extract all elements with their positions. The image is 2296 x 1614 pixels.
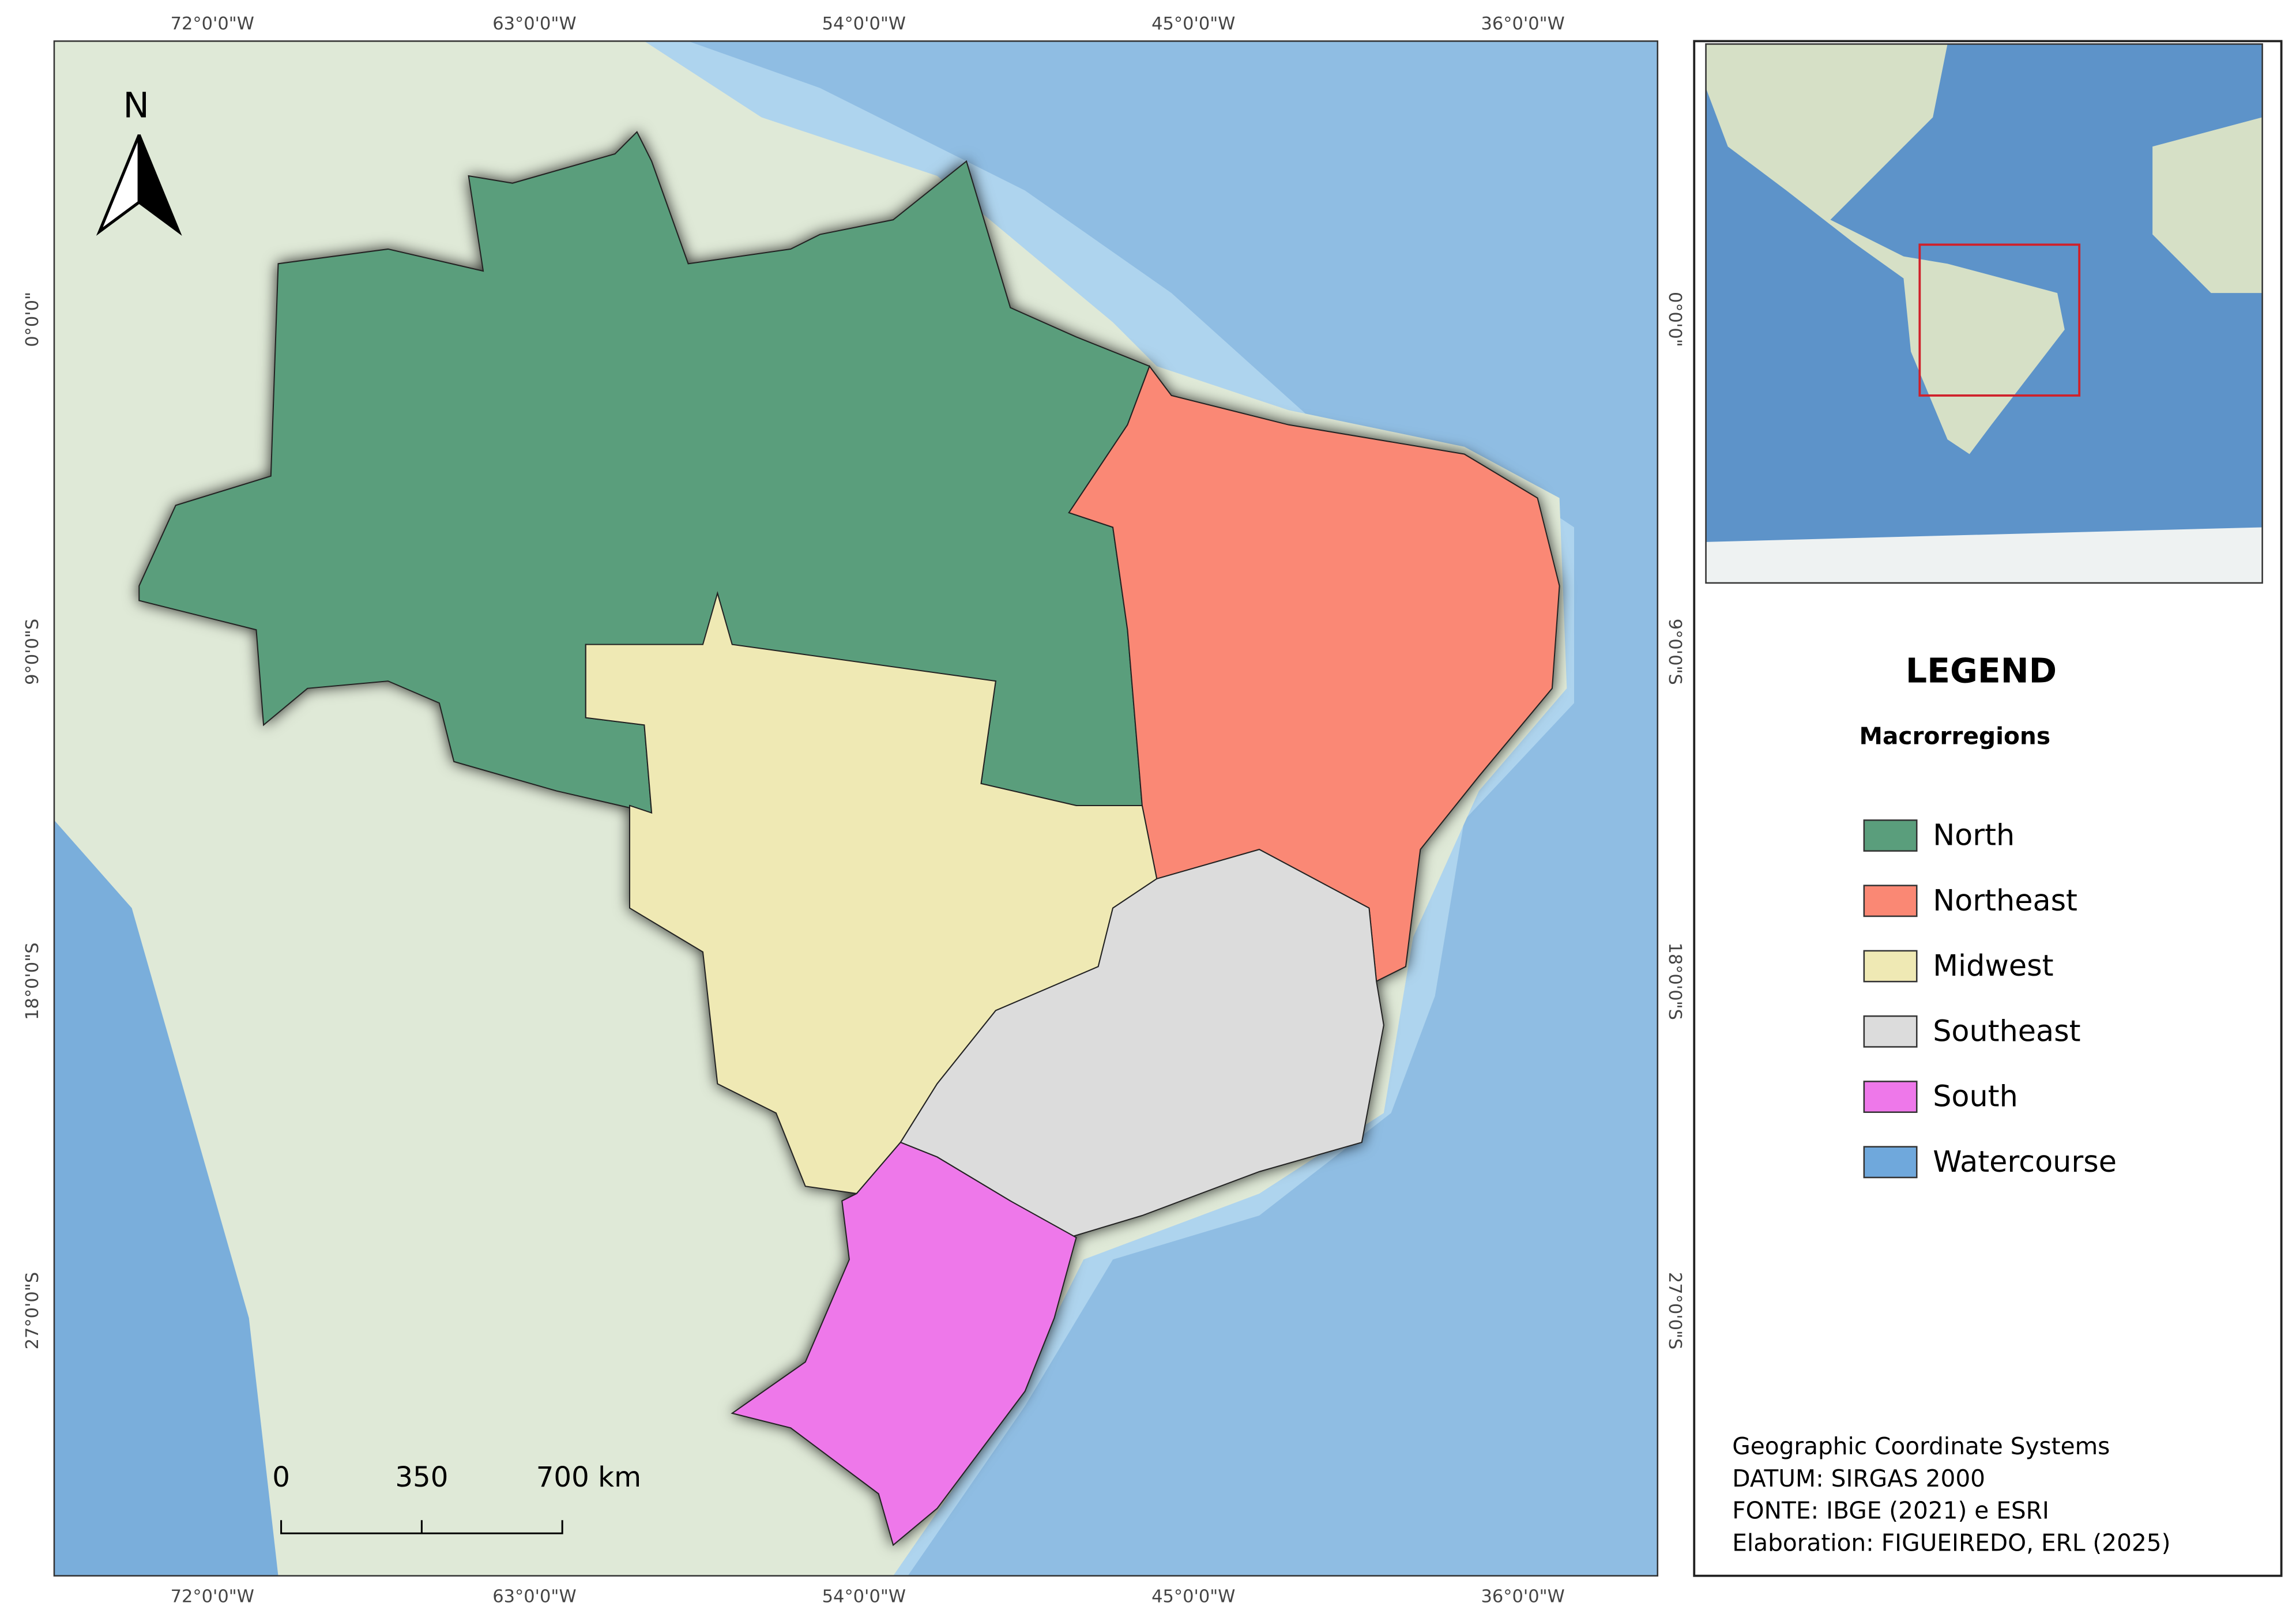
inset-map (1705, 43, 2263, 584)
scale-bar (280, 1520, 563, 1534)
scale-label: 350 (395, 1461, 448, 1493)
scale-label: 700 km (536, 1461, 641, 1493)
inset-frame (1705, 43, 2263, 584)
legend-label: Watercourse (1933, 1145, 2117, 1179)
legend-frame (1693, 40, 2283, 1577)
longitude-label: 63°0'0"W (492, 1586, 576, 1607)
legend-items: North Northeast Midwest Southeast South Water… (1863, 818, 2117, 1179)
legend-swatch (1863, 1081, 1918, 1113)
inset-africa (2152, 117, 2263, 294)
latitude-label: 18°0'0"S (22, 942, 43, 1020)
credits: Geographic Coordinate Systems DATUM: SIRG… (1732, 1432, 2170, 1557)
legend-label: South (1933, 1079, 2018, 1113)
latitude-label: 0°0'0" (1665, 292, 1685, 347)
legend-label: Northeast (1933, 883, 2077, 917)
region-northeast (1068, 365, 1560, 983)
longitude-label: 72°0'0"W (171, 1586, 254, 1607)
legend-label: Southeast (1933, 1014, 2080, 1048)
longitude-label: 72°0'0"W (171, 14, 254, 34)
credit-line: DATUM: SIRGAS 2000 (1732, 1465, 1985, 1492)
legend-swatch (1863, 1015, 1918, 1048)
longitude-label: 54°0'0"W (822, 1586, 906, 1607)
north-label: N (123, 85, 149, 126)
map-frame (53, 40, 1659, 1577)
grid-labels: 72°0'0"W 72°0'0"W 63°0'0"W 63°0'0"W 54°0'0"W… (22, 14, 1685, 1607)
legend-title: LEGEND (1906, 652, 2057, 691)
longitude-label: 45°0'0"W (1151, 14, 1235, 34)
credit-line: FONTE: IBGE (2021) e ESRI (1732, 1497, 2049, 1525)
region-south (731, 1141, 1077, 1547)
latitude-label: 18°0'0"S (1665, 942, 1685, 1020)
legend-swatch (1863, 1146, 1918, 1179)
latitude-label: 9°0'0"S (22, 619, 43, 685)
latitude-label: 9°0'0"S (1665, 619, 1685, 685)
latitude-label: 27°0'0"S (22, 1272, 43, 1350)
legend-subtitle: Macrorregions (1860, 722, 2051, 750)
legend-label: Midwest (1933, 949, 2053, 983)
inset-americas (1706, 44, 2065, 454)
credit-line: Elaboration: FIGUEIREDO, ERL (2025) (1732, 1529, 2170, 1557)
latitude-label: 0°0'0" (22, 292, 43, 347)
longitude-label: 45°0'0"W (1151, 1586, 1235, 1607)
main-map: N 0 350 700 km (53, 40, 1659, 1577)
longitude-label: 54°0'0"W (822, 14, 906, 34)
longitude-label: 63°0'0"W (492, 14, 576, 34)
pacific (54, 820, 278, 1576)
longitude-label: 36°0'0"W (1481, 14, 1564, 34)
longitude-label: 36°0'0"W (1481, 1586, 1564, 1607)
legend-swatch (1863, 885, 1918, 917)
credit-line: Geographic Coordinate Systems (1732, 1432, 2110, 1460)
legend-swatch (1863, 950, 1918, 983)
inset-antarctica (1706, 527, 2263, 583)
latitude-label: 27°0'0"S (1665, 1272, 1685, 1350)
legend-label: North (1933, 818, 2015, 852)
inset-extent (1918, 243, 2081, 397)
brazil (138, 131, 1560, 1547)
scale-label: 0 (272, 1461, 290, 1493)
legend-swatch (1863, 819, 1918, 852)
north-arrow-right (137, 134, 182, 236)
